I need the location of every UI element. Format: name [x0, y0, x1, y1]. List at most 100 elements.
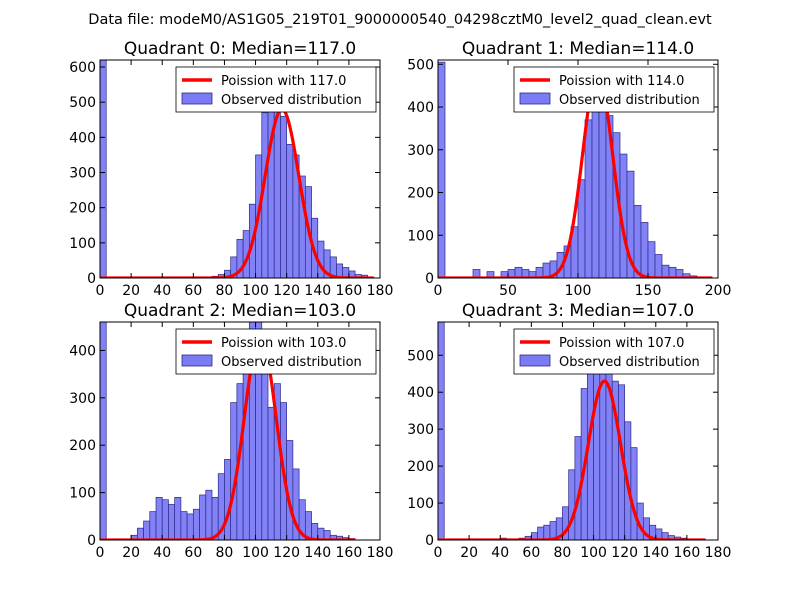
legend: Poission with 103.0 Observed distribution: [175, 328, 377, 375]
y-tick-label: 200: [69, 438, 96, 454]
y-tick-label: 500: [407, 348, 434, 364]
plot-area: [438, 61, 714, 278]
histogram-bar: [267, 406, 275, 540]
y-tick-label: 100: [69, 486, 96, 502]
subplot-title: Quadrant 1: Median=114.0: [462, 39, 694, 59]
histogram-bar: [100, 322, 107, 540]
histogram-bar: [640, 222, 649, 278]
poisson-curve: [100, 334, 356, 540]
figure-suptitle: Data file: modeM0/AS1G05_219T01_90000005…: [88, 12, 712, 28]
x-tick-label: 140: [642, 545, 669, 561]
x-tick-label: 120: [611, 545, 638, 561]
x-tick-label: 40: [491, 545, 509, 561]
y-tick-label: 100: [69, 236, 96, 252]
x-tick-label: 100: [565, 283, 592, 299]
histogram-bar: [438, 61, 446, 278]
histogram-bar: [514, 266, 523, 278]
histogram-bar: [647, 241, 656, 278]
subplot-title: Quadrant 0: Median=117.0: [124, 39, 356, 59]
y-tick-label: 0: [425, 271, 434, 287]
histogram-bar: [654, 254, 663, 278]
histogram-bar: [192, 508, 200, 540]
histogram-bar: [286, 144, 294, 278]
subplot-title: Quadrant 3: Median=107.0: [462, 301, 694, 321]
x-tick-label: 60: [184, 283, 202, 299]
histogram-bar: [472, 269, 481, 278]
x-tick-label: 20: [122, 283, 140, 299]
x-tick-label: 80: [216, 545, 234, 561]
legend-label-curve: Poission with 103.0: [221, 336, 346, 351]
x-tick-label: 20: [460, 545, 478, 561]
histogram-bar: [205, 489, 213, 540]
x-tick-label: 120: [273, 283, 300, 299]
x-tick-label: 80: [554, 545, 572, 561]
y-tick-label: 200: [69, 201, 96, 217]
x-tick-label: 180: [367, 545, 394, 561]
y-tick-label: 300: [69, 166, 96, 182]
x-tick-label: 180: [705, 545, 732, 561]
x-tick-label: 160: [674, 545, 701, 561]
y-tick-label: 0: [87, 533, 96, 549]
y-tick-label: 300: [407, 422, 434, 438]
x-tick-label: 50: [499, 283, 517, 299]
x-tick-label: 100: [242, 545, 269, 561]
y-tick-label: 200: [407, 459, 434, 475]
subplot-quadrant-0: Quadrant 0: Median=117.00 20 40 60 80 100 120 1…: [69, 39, 393, 299]
histogram-bar: [311, 523, 319, 540]
x-tick-label: 0: [96, 283, 105, 299]
legend-bar-swatch: [519, 354, 551, 367]
y-tick-label: 0: [425, 533, 434, 549]
x-tick-label: 150: [635, 283, 662, 299]
histogram-bar: [280, 115, 288, 278]
histogram-bar: [438, 322, 445, 540]
subplot-grid: Quadrant 0: Median=117.00 20 40 60 80 100 120 1…: [69, 39, 731, 561]
y-tick-label: 200: [407, 186, 434, 202]
y-tick-label: 400: [407, 100, 434, 116]
legend-bar-swatch: [181, 92, 213, 105]
x-tick-label: 140: [304, 545, 331, 561]
axes-frame: [99, 321, 381, 541]
y-tick-label: 600: [69, 60, 96, 76]
x-tick-label: 20: [122, 545, 140, 561]
x-tick-label: 0: [96, 545, 105, 561]
histogram-bar: [186, 513, 194, 540]
histogram-bar: [668, 266, 677, 278]
plot-area: [100, 322, 356, 540]
legend-frame: [175, 66, 377, 113]
legend-label-histogram: Observed distribution: [221, 355, 362, 370]
histogram-bar: [155, 496, 163, 540]
x-tick-label: 120: [273, 545, 300, 561]
histogram-bar: [168, 504, 176, 540]
legend-label-curve: Poission with 114.0: [559, 74, 684, 89]
y-tick-label: 500: [407, 57, 434, 73]
legend-bar-swatch: [519, 92, 551, 105]
histogram-bar: [568, 469, 576, 540]
subplot-quadrant-3: Quadrant 3: Median=107.00 20 40 60 80 100 120 1…: [407, 301, 731, 561]
legend: Poission with 114.0 Observed distribution: [513, 66, 715, 113]
x-tick-label: 0: [434, 283, 443, 299]
y-tick-label: 100: [407, 228, 434, 244]
legend-bar-swatch: [181, 354, 213, 367]
y-tick-label: 300: [69, 391, 96, 407]
y-tick-label: 400: [407, 385, 434, 401]
histogram-bar: [537, 526, 545, 540]
histogram-bar: [161, 499, 169, 540]
y-tick-label: 0: [87, 271, 96, 287]
histogram-bar: [630, 447, 638, 540]
legend-frame: [513, 328, 715, 375]
x-tick-label: 40: [153, 283, 171, 299]
x-tick-label: 160: [336, 545, 363, 561]
legend-label-histogram: Observed distribution: [559, 355, 700, 370]
x-tick-label: 200: [705, 283, 732, 299]
poisson-curve: [100, 107, 375, 278]
poisson-curve: [438, 379, 707, 540]
axes-frame: [99, 59, 381, 279]
x-tick-label: 60: [522, 545, 540, 561]
y-tick-label: 300: [407, 143, 434, 159]
legend-frame: [175, 328, 377, 375]
legend-label-histogram: Observed distribution: [559, 93, 700, 108]
legend: Poission with 117.0 Observed distribution: [175, 66, 377, 113]
histogram-bar: [149, 511, 157, 540]
y-tick-label: 500: [69, 95, 96, 111]
